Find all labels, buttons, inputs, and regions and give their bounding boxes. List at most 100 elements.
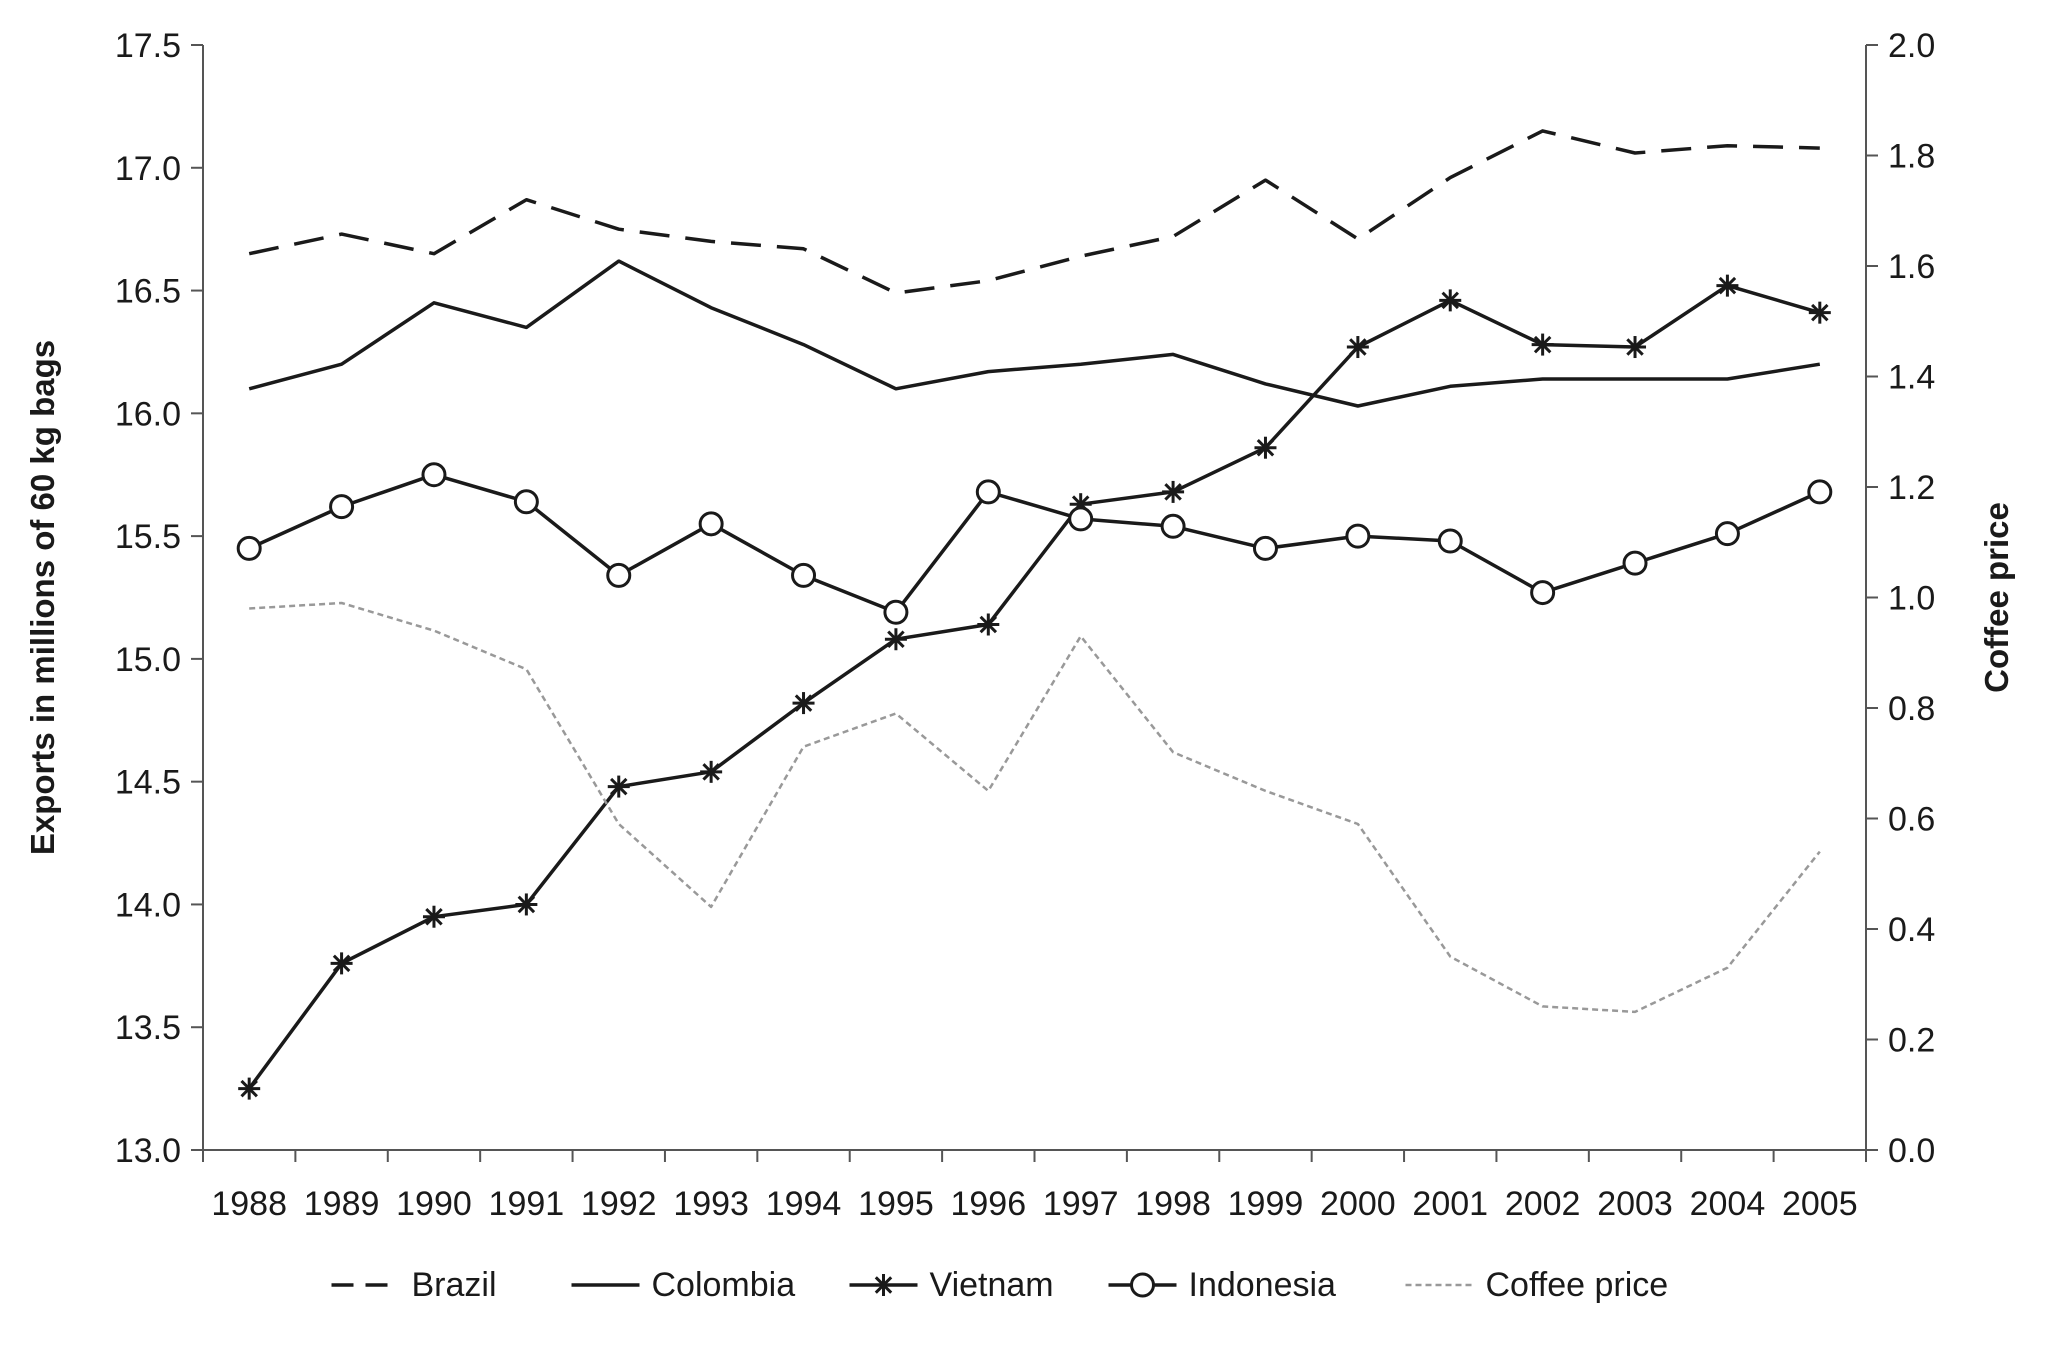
right-tick-label: 0.4 <box>1888 911 1935 949</box>
series-line-coffee-price <box>249 601 1821 1014</box>
left-tick-label: 14.5 <box>115 764 181 802</box>
data-point-vietnam <box>1162 480 1185 503</box>
legend-label-indonesia: Indonesia <box>1189 1266 1337 1304</box>
right-tick-label: 0.2 <box>1888 1022 1935 1060</box>
right-tick-label: 2.0 <box>1888 27 1935 65</box>
x-tick-label: 1991 <box>489 1185 565 1223</box>
data-point-vietnam <box>1531 333 1554 356</box>
x-tick-label: 1994 <box>766 1185 842 1223</box>
left-tick-label: 15.0 <box>115 641 181 679</box>
data-point-indonesia <box>513 489 539 515</box>
x-tick-label: 1999 <box>1228 1185 1304 1223</box>
data-point-vietnam <box>515 893 538 916</box>
series-line-brazil <box>248 129 1820 295</box>
left-tick-label: 16.0 <box>115 395 181 433</box>
legend-item-brazil: Brazil <box>331 1266 497 1304</box>
legend-item-vietnam: Vietnam <box>849 1266 1054 1304</box>
y-axis-left-title: Exports in millions of 60 kg bags <box>24 340 61 855</box>
series-lines <box>236 129 1833 1100</box>
data-point-vietnam <box>792 692 815 715</box>
right-tick-label: 1.2 <box>1888 469 1935 507</box>
left-tick-label: 13.5 <box>115 1009 181 1047</box>
series-brazil <box>248 129 1820 295</box>
data-point-vietnam <box>1716 274 1739 297</box>
y-axis-right-title: Coffee price <box>1978 502 2015 693</box>
legend-label-vietnam: Vietnam <box>930 1266 1054 1304</box>
data-point-indonesia <box>1345 523 1371 549</box>
right-tick-label: 0.0 <box>1888 1132 1935 1170</box>
data-point-vietnam <box>330 952 353 975</box>
data-point-vietnam <box>1254 436 1277 459</box>
data-point-indonesia <box>606 562 632 588</box>
data-point-indonesia <box>1160 513 1186 539</box>
axes: 13.0 13.5 14.0 14.5 15.0 15.5 16.0 16.5 17.0 17.5… <box>24 27 2015 1223</box>
data-point-vietnam <box>422 905 445 928</box>
legend: Brazil Colombia Vietnam Indonesia Coffee pri… <box>331 1266 1669 1304</box>
left-tick-label: 16.5 <box>115 273 181 311</box>
data-point-vietnam <box>977 613 1000 636</box>
right-tick-label: 1.0 <box>1888 580 1935 618</box>
x-tick-label: 1998 <box>1135 1185 1211 1223</box>
data-point-indonesia <box>698 511 724 537</box>
series-coffee-price <box>249 601 1821 1014</box>
legend-item-coffee-price: Coffee price <box>1405 1266 1669 1304</box>
series-line-vietnam <box>247 283 1821 1090</box>
legend-marker-vietnam <box>872 1274 895 1296</box>
legend-item-indonesia: Indonesia <box>1108 1266 1337 1304</box>
x-tick-label: 2003 <box>1597 1185 1673 1223</box>
data-point-indonesia <box>975 479 1001 505</box>
x-tick-label: 1990 <box>396 1185 472 1223</box>
right-tick-label: 1.8 <box>1888 138 1935 176</box>
right-tick-label: 0.6 <box>1888 801 1935 839</box>
x-tick-label: 1995 <box>858 1185 934 1223</box>
left-tick-label: 17.0 <box>115 150 181 188</box>
left-tick-label: 15.5 <box>115 518 181 556</box>
data-point-vietnam <box>1808 301 1831 324</box>
legend-marker-indonesia <box>1130 1272 1155 1298</box>
data-point-vietnam <box>607 775 630 798</box>
data-point-vietnam <box>238 1077 261 1100</box>
series-colombia <box>248 259 1821 408</box>
data-point-indonesia <box>1252 535 1278 561</box>
x-tick-label: 1988 <box>211 1185 287 1223</box>
data-point-indonesia <box>236 535 262 561</box>
data-point-indonesia <box>791 562 817 588</box>
left-tick-label: 13.0 <box>115 1132 181 1170</box>
right-tick-label: 0.8 <box>1888 690 1935 728</box>
data-point-vietnam <box>1624 336 1647 359</box>
x-tick-label: 2001 <box>1412 1185 1488 1223</box>
right-tick-label: 1.4 <box>1888 359 1935 397</box>
x-tick-label: 2002 <box>1505 1185 1581 1223</box>
series-indonesia <box>236 462 1833 625</box>
series-vietnam <box>238 274 1831 1100</box>
data-point-vietnam <box>1346 336 1369 359</box>
x-tick-label: 1992 <box>581 1185 657 1223</box>
data-point-vietnam <box>884 628 907 651</box>
left-tick-label: 17.5 <box>115 27 181 65</box>
data-point-indonesia <box>421 462 447 488</box>
data-point-indonesia <box>1714 521 1740 547</box>
data-point-indonesia <box>1622 550 1648 576</box>
right-tick-label: 1.6 <box>1888 248 1935 286</box>
data-point-indonesia <box>883 599 909 625</box>
x-tick-label: 1997 <box>1043 1185 1119 1223</box>
data-point-vietnam <box>700 760 723 783</box>
legend-item-colombia: Colombia <box>571 1266 796 1304</box>
x-tick-label: 2000 <box>1320 1185 1396 1223</box>
data-point-indonesia <box>1068 506 1094 532</box>
x-tick-label: 1996 <box>950 1185 1026 1223</box>
legend-label-colombia: Colombia <box>652 1266 796 1304</box>
data-point-indonesia <box>329 494 355 520</box>
series-line-indonesia <box>248 472 1821 614</box>
series-line-colombia <box>248 259 1821 408</box>
data-point-vietnam <box>1439 289 1462 312</box>
x-tick-label: 1993 <box>673 1185 749 1223</box>
data-point-indonesia <box>1807 479 1833 505</box>
x-tick-label: 2005 <box>1782 1185 1858 1223</box>
left-tick-label: 14.0 <box>115 886 181 924</box>
x-tick-label: 2004 <box>1690 1185 1766 1223</box>
legend-label-coffee-price: Coffee price <box>1486 1266 1669 1304</box>
data-point-indonesia <box>1530 580 1556 606</box>
